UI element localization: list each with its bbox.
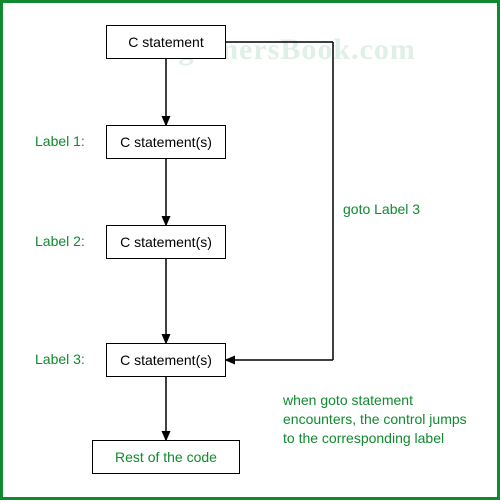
node-c-statement-2: C statement(s) (106, 125, 226, 159)
note-line-1: when goto statement (283, 392, 413, 408)
node-c-statement-4: C statement(s) (106, 343, 226, 377)
node-rest-of-code: Rest of the code (92, 440, 240, 474)
note-line-3: to the corresponding label (283, 430, 444, 446)
node-c-statement-1: C statement (106, 25, 226, 59)
label-1: Label 1: (35, 133, 85, 149)
label-2: Label 2: (35, 233, 85, 249)
note-line-2: encounters, the control jumps (283, 411, 467, 427)
node-c-statement-3: C statement(s) (106, 225, 226, 259)
label-goto: goto Label 3 (343, 201, 420, 217)
note-text: when goto statement encounters, the cont… (283, 391, 467, 448)
label-3: Label 3: (35, 351, 85, 367)
diagram-frame: BeginnersBook.com C statement C statemen… (0, 0, 500, 500)
